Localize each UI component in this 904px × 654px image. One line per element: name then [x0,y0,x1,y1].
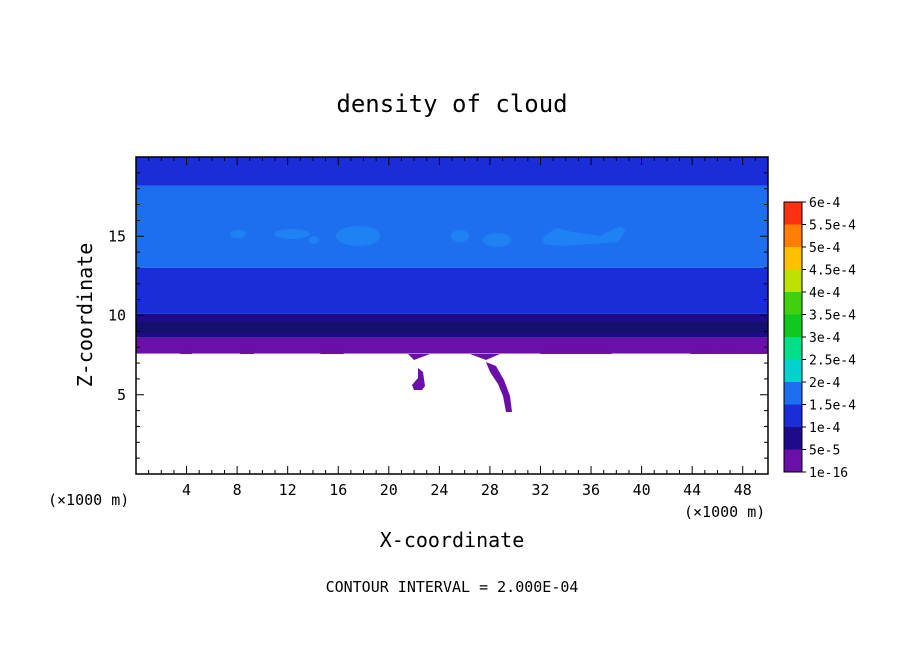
y-tick-label: 10 [108,307,126,325]
y-axis-label: Z-coordinate [73,243,97,388]
colorbar-label: 1e-4 [809,421,840,436]
colorbar-label: 2.5e-4 [809,354,856,369]
colorbar-swatch [784,224,802,247]
colorbar: 1e-16 5e-5 1e-4 1.5e-4 2e-4 2.5e-4 3e-4 3.5e-4 4… [783,196,856,481]
chart-title: density of cloud [336,90,567,118]
colorbar-label: 5e-4 [809,241,840,256]
colorbar-label: 3e-4 [809,331,840,346]
colorbar-swatch [784,202,802,225]
x-unit-label-left: (×1000 m) [48,491,129,509]
field-layers [136,157,768,354]
high-density-patch [309,236,319,244]
layer-core-band [136,321,768,333]
colorbar-swatch [784,382,802,405]
x-tick-label: 20 [380,481,398,499]
x-tick-label: 8 [233,481,242,499]
x-tick-label: 16 [329,481,347,499]
y-tick-label: 15 [108,227,126,245]
high-density-patch [451,230,469,242]
high-density-patch [274,229,310,239]
colorbar-label: 2e-4 [809,376,840,391]
colorbar-swatch [784,449,802,472]
field-details [136,226,768,412]
colorbar-swatch [784,359,802,382]
y-tick-label: 5 [117,386,126,404]
y-axis: 5 10 15 [108,172,768,459]
cloud-filament-a [412,368,425,390]
colorbar-swatch [784,314,802,337]
x-tick-label: 40 [633,481,651,499]
high-density-patch [542,226,626,246]
layer-1e-16 [136,337,768,354]
x-unit-label-right: (×1000 m) [684,503,765,521]
x-tick-label: 32 [531,481,549,499]
high-density-patch [230,230,246,238]
x-tick-label: 12 [279,481,297,499]
colorbar-label: 4e-4 [809,286,840,301]
colorbar-swatch [784,269,802,292]
x-tick-label: 4 [182,481,191,499]
x-tick-label: 48 [734,481,752,499]
colorbar-label: 4.5e-4 [809,264,856,279]
cloud-filament-b [486,362,512,412]
colorbar-label: 1e-16 [809,466,848,481]
colorbar-label: 1.5e-4 [809,399,856,414]
x-tick-label: 28 [481,481,499,499]
colorbar-swatch [784,247,802,270]
colorbar-swatch [784,292,802,315]
colorbar-swatch [784,427,802,450]
colorbar-label: 5e-5 [809,444,840,459]
contour-interval-note: CONTOUR INTERVAL = 2.000E-04 [326,578,579,596]
layer-1e-4 [136,267,768,314]
colorbar-label: 6e-4 [809,196,840,211]
layer-1.5e-4 [136,185,768,268]
x-axis-label: X-coordinate [380,528,525,552]
colorbar-label: 5.5e-4 [809,219,856,234]
high-density-patch [336,226,380,246]
x-tick-label: 36 [582,481,600,499]
x-tick-label: 24 [430,481,448,499]
high-density-patch [483,233,511,247]
colorbar-swatch [784,337,802,360]
layer-top-1e-4 [136,157,768,186]
colorbar-label: 3.5e-4 [809,309,856,324]
plot-area [135,156,769,475]
colorbar-swatch [784,404,802,427]
x-tick-label: 44 [683,481,701,499]
x-axis: 4 8 12 16 20 24 28 32 36 40 44 48 [148,157,756,499]
